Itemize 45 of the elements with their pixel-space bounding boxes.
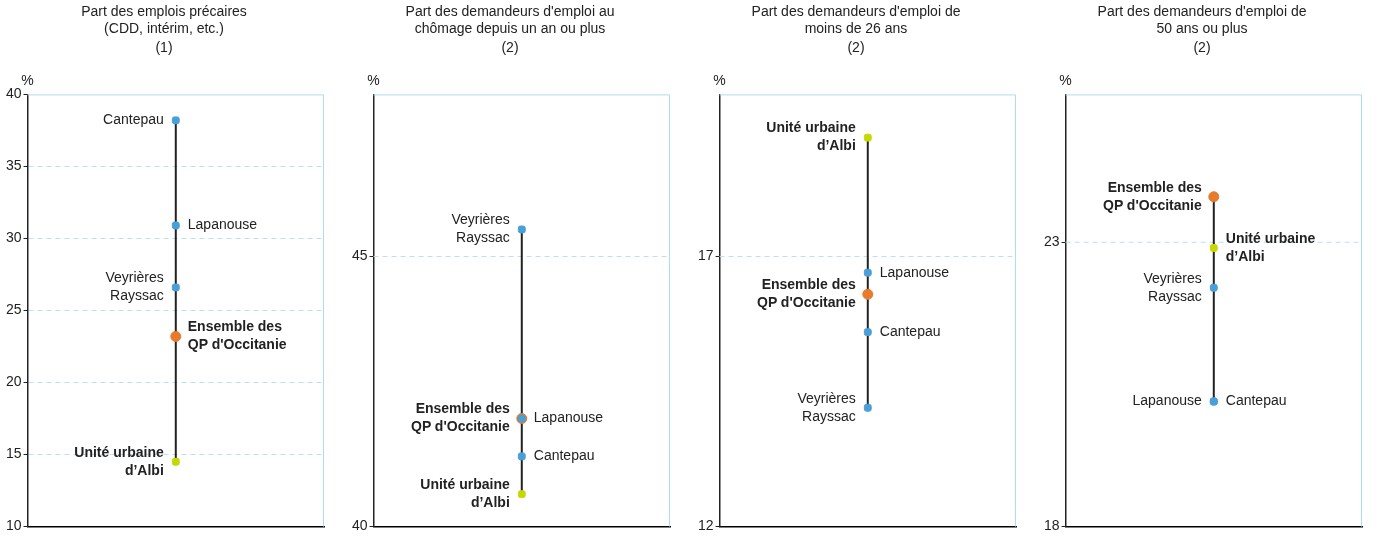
series-label: Cantepau	[533, 447, 595, 464]
y-tick-label: 20	[5, 373, 22, 390]
series-label: Veyrières Rayssac	[451, 211, 510, 246]
y-tick-label: 45	[351, 247, 368, 264]
series-label: Lapanouse	[1132, 392, 1202, 409]
y-tick-label: 25	[5, 301, 22, 318]
chart-title: Part des demandeurs d'emploi de 50 ans ou plus	[1097, 3, 1307, 37]
chart-title: Part des emplois précaires (CDD, intérim, etc.)	[81, 3, 247, 37]
y-tick-label: 12	[697, 517, 714, 534]
y-tick-label: 30	[5, 229, 22, 246]
chart-subtitle: (2)	[847, 38, 865, 55]
series-label: Ensemble des QP d'Occitanie	[757, 276, 856, 311]
series-label: Lapanouse	[187, 216, 258, 233]
series-label: Lapanouse	[879, 263, 950, 280]
series-label: Ensemble des QP d'Occitanie	[1103, 178, 1202, 213]
y-tick-label: 35	[5, 157, 22, 174]
series-label: Veyrières Rayssac	[797, 389, 856, 424]
series-label: Unité urbaine d’Albi	[420, 476, 510, 511]
series-label: Veyrières Rayssac	[1143, 269, 1202, 304]
series-label: Cantepau	[1225, 392, 1287, 409]
y-tick-label: 40	[5, 85, 22, 102]
chart-title: Part des demandeurs d'emploi au chômage depuis un an ou plus	[405, 3, 615, 37]
y-axis-title: %	[367, 72, 380, 89]
y-axis-title: %	[21, 72, 34, 89]
y-tick-label: 17	[697, 247, 714, 264]
chart-title: Part des demandeurs d'emploi de moins de 26 ans	[751, 3, 961, 37]
series-label: Unité urbaine d’Albi	[74, 443, 164, 478]
series-label: Lapanouse	[533, 409, 604, 426]
series-label: Unité urbaine d’Albi	[1225, 229, 1316, 264]
y-axis-title: %	[713, 72, 726, 89]
y-tick-label: 10	[5, 517, 22, 534]
chart-subtitle: (1)	[155, 38, 173, 55]
y-tick-label: 18	[1043, 517, 1060, 534]
series-label: Cantepau	[879, 322, 941, 339]
chart-subtitle: (2)	[501, 38, 519, 55]
series-label: Cantepau	[103, 111, 164, 128]
y-tick-label: 15	[5, 445, 22, 462]
y-axis-title: %	[1059, 72, 1072, 89]
chart-subtitle: (2)	[1193, 38, 1211, 55]
series-label: Veyrières Rayssac	[105, 269, 164, 304]
y-tick-label: 23	[1043, 233, 1060, 250]
y-tick-label: 40	[351, 517, 368, 534]
series-label: Unité urbaine d’Albi	[766, 119, 856, 154]
series-label: Ensemble des QP d'Occitanie	[411, 400, 510, 435]
series-label: Ensemble des QP d'Occitanie	[187, 318, 287, 353]
